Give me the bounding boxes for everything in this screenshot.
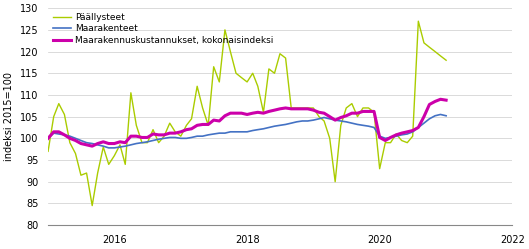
Line: Päällysteet: Päällysteet xyxy=(48,21,446,206)
Line: Maarakennuskustannukset, kokonaisindeksi: Maarakennuskustannukset, kokonaisindeksi xyxy=(48,99,446,146)
Y-axis label: indeksi 2015=100: indeksi 2015=100 xyxy=(4,72,14,161)
Legend: Päällysteet, Maarakenteet, Maarakennuskustannukset, kokonaisindeksi: Päällysteet, Maarakenteet, Maarakennusku… xyxy=(52,13,273,45)
Line: Maarakenteet: Maarakenteet xyxy=(48,115,446,148)
